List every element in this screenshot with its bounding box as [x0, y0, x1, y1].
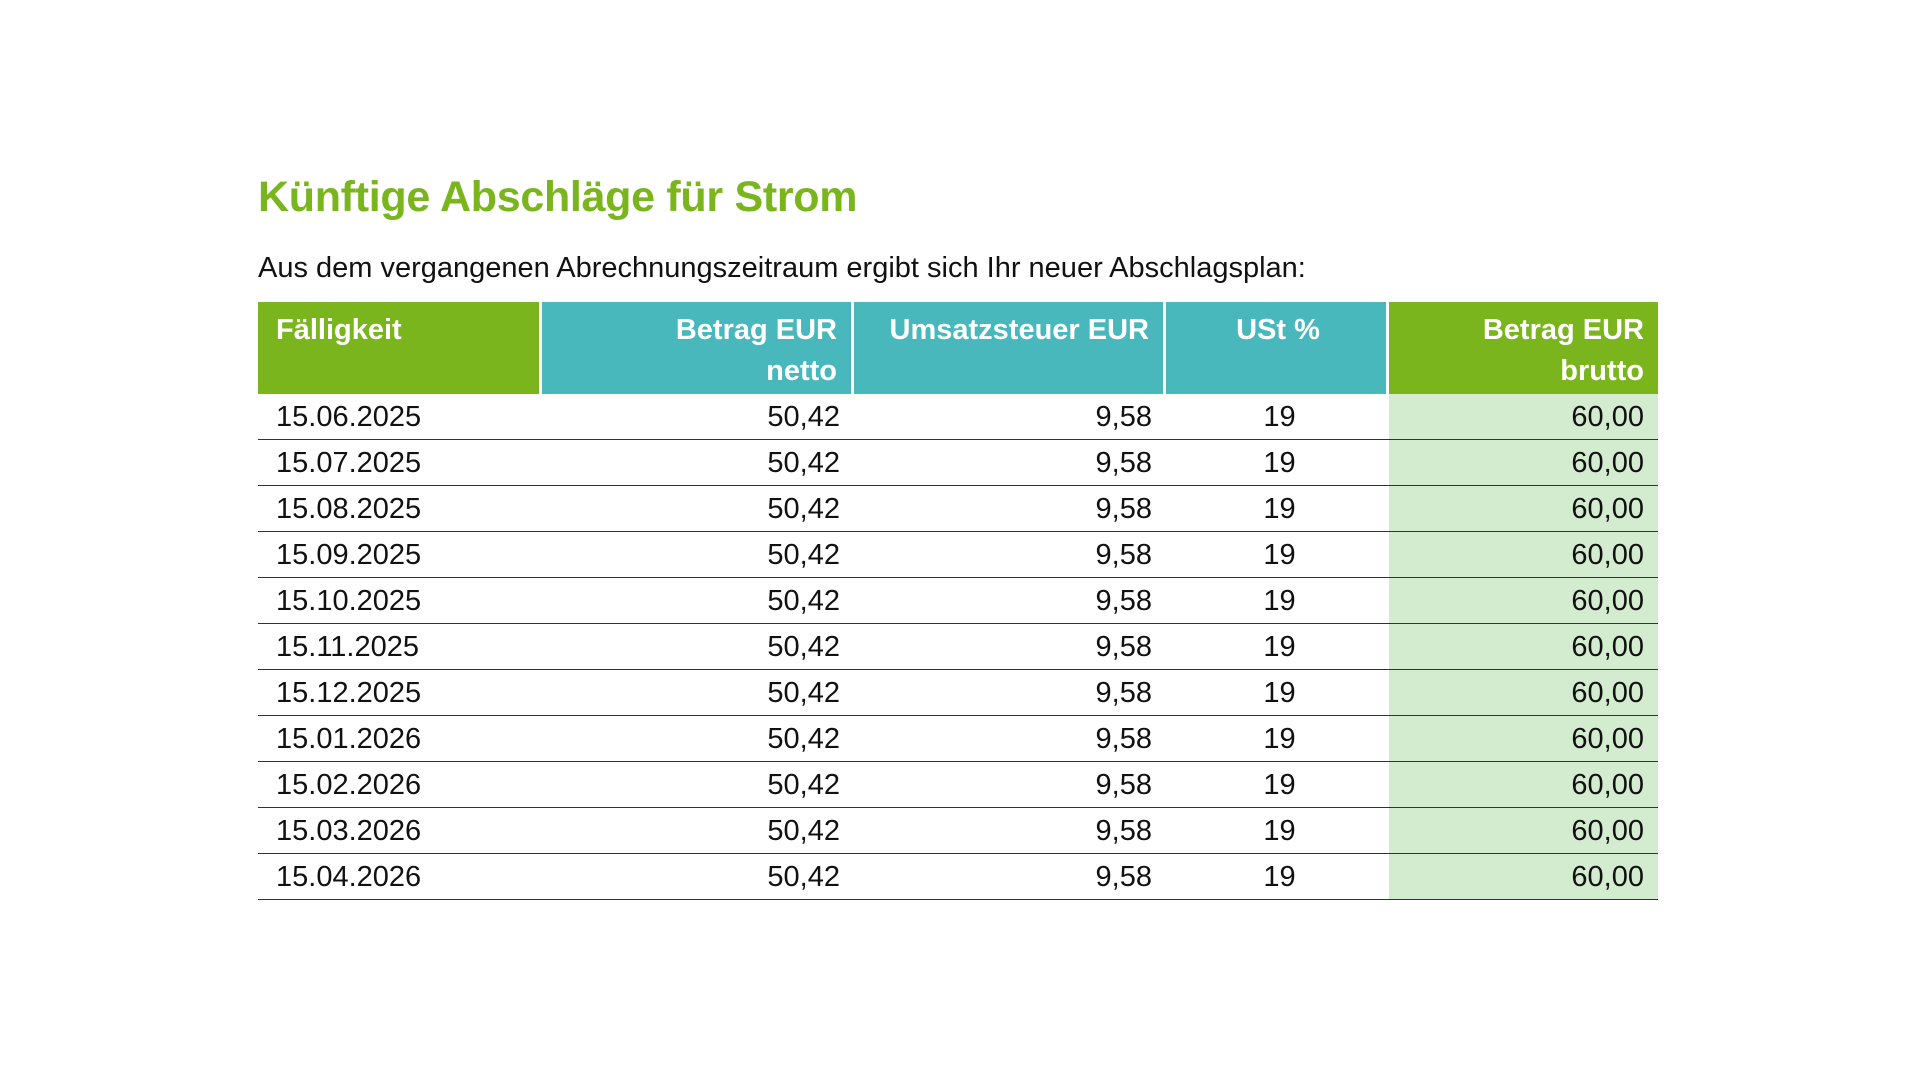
cell-date: 15.10.2025 — [258, 578, 542, 624]
cell-netto: 50,42 — [542, 486, 854, 532]
cell-ust-percent: 19 — [1166, 532, 1389, 578]
header-umsatzsteuer: Umsatzsteuer EUR — [854, 302, 1166, 394]
header-faelligkeit-label: Fälligkeit — [276, 314, 402, 346]
cell-brutto: 60,00 — [1389, 808, 1658, 854]
cell-date: 15.12.2025 — [258, 670, 542, 716]
cell-ust-eur: 9,58 — [854, 808, 1166, 854]
cell-ust-eur: 9,58 — [854, 578, 1166, 624]
header-ust-percent-label: USt % — [1236, 314, 1320, 346]
cell-date: 15.04.2026 — [258, 854, 542, 900]
cell-ust-percent: 19 — [1166, 762, 1389, 808]
header-betrag-netto-line2: netto — [766, 355, 837, 387]
cell-ust-eur: 9,58 — [854, 486, 1166, 532]
table-row: 15.01.2026 50,42 9,58 19 60,00 — [258, 716, 1658, 762]
cell-brutto: 60,00 — [1389, 854, 1658, 900]
cell-ust-percent: 19 — [1166, 578, 1389, 624]
table-row: 15.02.2026 50,42 9,58 19 60,00 — [258, 762, 1658, 808]
header-betrag-brutto: Betrag EUR brutto — [1389, 302, 1658, 394]
page-title: Künftige Abschläge für Strom — [258, 173, 858, 221]
payment-schedule-table: Fälligkeit Betrag EUR netto Umsatzsteuer… — [258, 302, 1658, 900]
cell-brutto: 60,00 — [1389, 670, 1658, 716]
cell-brutto: 60,00 — [1389, 440, 1658, 486]
cell-ust-percent: 19 — [1166, 440, 1389, 486]
cell-date: 15.08.2025 — [258, 486, 542, 532]
table-row: 15.03.2026 50,42 9,58 19 60,00 — [258, 808, 1658, 854]
cell-netto: 50,42 — [542, 670, 854, 716]
cell-ust-percent: 19 — [1166, 716, 1389, 762]
header-betrag-netto-line1: Betrag EUR — [675, 314, 837, 346]
cell-brutto: 60,00 — [1389, 394, 1658, 440]
cell-ust-eur: 9,58 — [854, 762, 1166, 808]
cell-netto: 50,42 — [542, 394, 854, 440]
content: Künftige Abschläge für Strom Aus dem ver… — [258, 170, 1658, 900]
table-body: 15.06.2025 50,42 9,58 19 60,00 15.07.202… — [258, 394, 1658, 900]
cell-brutto: 60,00 — [1389, 716, 1658, 762]
cell-brutto: 60,00 — [1389, 578, 1658, 624]
cell-netto: 50,42 — [542, 762, 854, 808]
cell-ust-eur: 9,58 — [854, 532, 1166, 578]
header-faelligkeit: Fälligkeit — [258, 302, 542, 394]
header-ust-percent: USt % — [1166, 302, 1389, 394]
cell-netto: 50,42 — [542, 624, 854, 670]
cell-ust-eur: 9,58 — [854, 670, 1166, 716]
cell-ust-percent: 19 — [1166, 486, 1389, 532]
table-row: 15.12.2025 50,42 9,58 19 60,00 — [258, 670, 1658, 716]
cell-ust-eur: 9,58 — [854, 716, 1166, 762]
cell-ust-percent: 19 — [1166, 808, 1389, 854]
cell-brutto: 60,00 — [1389, 532, 1658, 578]
cell-netto: 50,42 — [542, 440, 854, 486]
cell-ust-eur: 9,58 — [854, 624, 1166, 670]
header-betrag-brutto-line2: brutto — [1560, 355, 1644, 387]
cell-ust-eur: 9,58 — [854, 854, 1166, 900]
cell-date: 15.02.2026 — [258, 762, 542, 808]
cell-netto: 50,42 — [542, 854, 854, 900]
cell-date: 15.06.2025 — [258, 394, 542, 440]
cell-netto: 50,42 — [542, 578, 854, 624]
intro-text: Aus dem vergangenen Abrechnungszeitraum … — [258, 252, 1306, 284]
table-row: 15.06.2025 50,42 9,58 19 60,00 — [258, 394, 1658, 440]
cell-ust-eur: 9,58 — [854, 394, 1166, 440]
cell-brutto: 60,00 — [1389, 624, 1658, 670]
table-row: 15.04.2026 50,42 9,58 19 60,00 — [258, 854, 1658, 900]
cell-ust-percent: 19 — [1166, 670, 1389, 716]
cell-ust-percent: 19 — [1166, 854, 1389, 900]
table-row: 15.08.2025 50,42 9,58 19 60,00 — [258, 486, 1658, 532]
header-betrag-netto: Betrag EUR netto — [542, 302, 854, 394]
table-header: Fälligkeit Betrag EUR netto Umsatzsteuer… — [258, 302, 1658, 394]
cell-date: 15.11.2025 — [258, 624, 542, 670]
cell-ust-eur: 9,58 — [854, 440, 1166, 486]
cell-netto: 50,42 — [542, 716, 854, 762]
cell-date: 15.03.2026 — [258, 808, 542, 854]
cell-ust-percent: 19 — [1166, 624, 1389, 670]
cell-date: 15.07.2025 — [258, 440, 542, 486]
cell-netto: 50,42 — [542, 808, 854, 854]
cell-date: 15.09.2025 — [258, 532, 542, 578]
header-umsatzsteuer-label: Umsatzsteuer EUR — [889, 314, 1149, 346]
cell-netto: 50,42 — [542, 532, 854, 578]
table-row: 15.07.2025 50,42 9,58 19 60,00 — [258, 440, 1658, 486]
table-row: 15.09.2025 50,42 9,58 19 60,00 — [258, 532, 1658, 578]
table-row: 15.10.2025 50,42 9,58 19 60,00 — [258, 578, 1658, 624]
cell-ust-percent: 19 — [1166, 394, 1389, 440]
cell-brutto: 60,00 — [1389, 486, 1658, 532]
cell-date: 15.01.2026 — [258, 716, 542, 762]
cell-brutto: 60,00 — [1389, 762, 1658, 808]
table-row: 15.11.2025 50,42 9,58 19 60,00 — [258, 624, 1658, 670]
header-row: Fälligkeit Betrag EUR netto Umsatzsteuer… — [258, 302, 1658, 394]
header-betrag-brutto-line1: Betrag EUR — [1482, 314, 1644, 346]
